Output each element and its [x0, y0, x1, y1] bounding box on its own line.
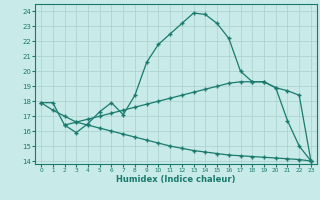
X-axis label: Humidex (Indice chaleur): Humidex (Indice chaleur): [116, 175, 236, 184]
